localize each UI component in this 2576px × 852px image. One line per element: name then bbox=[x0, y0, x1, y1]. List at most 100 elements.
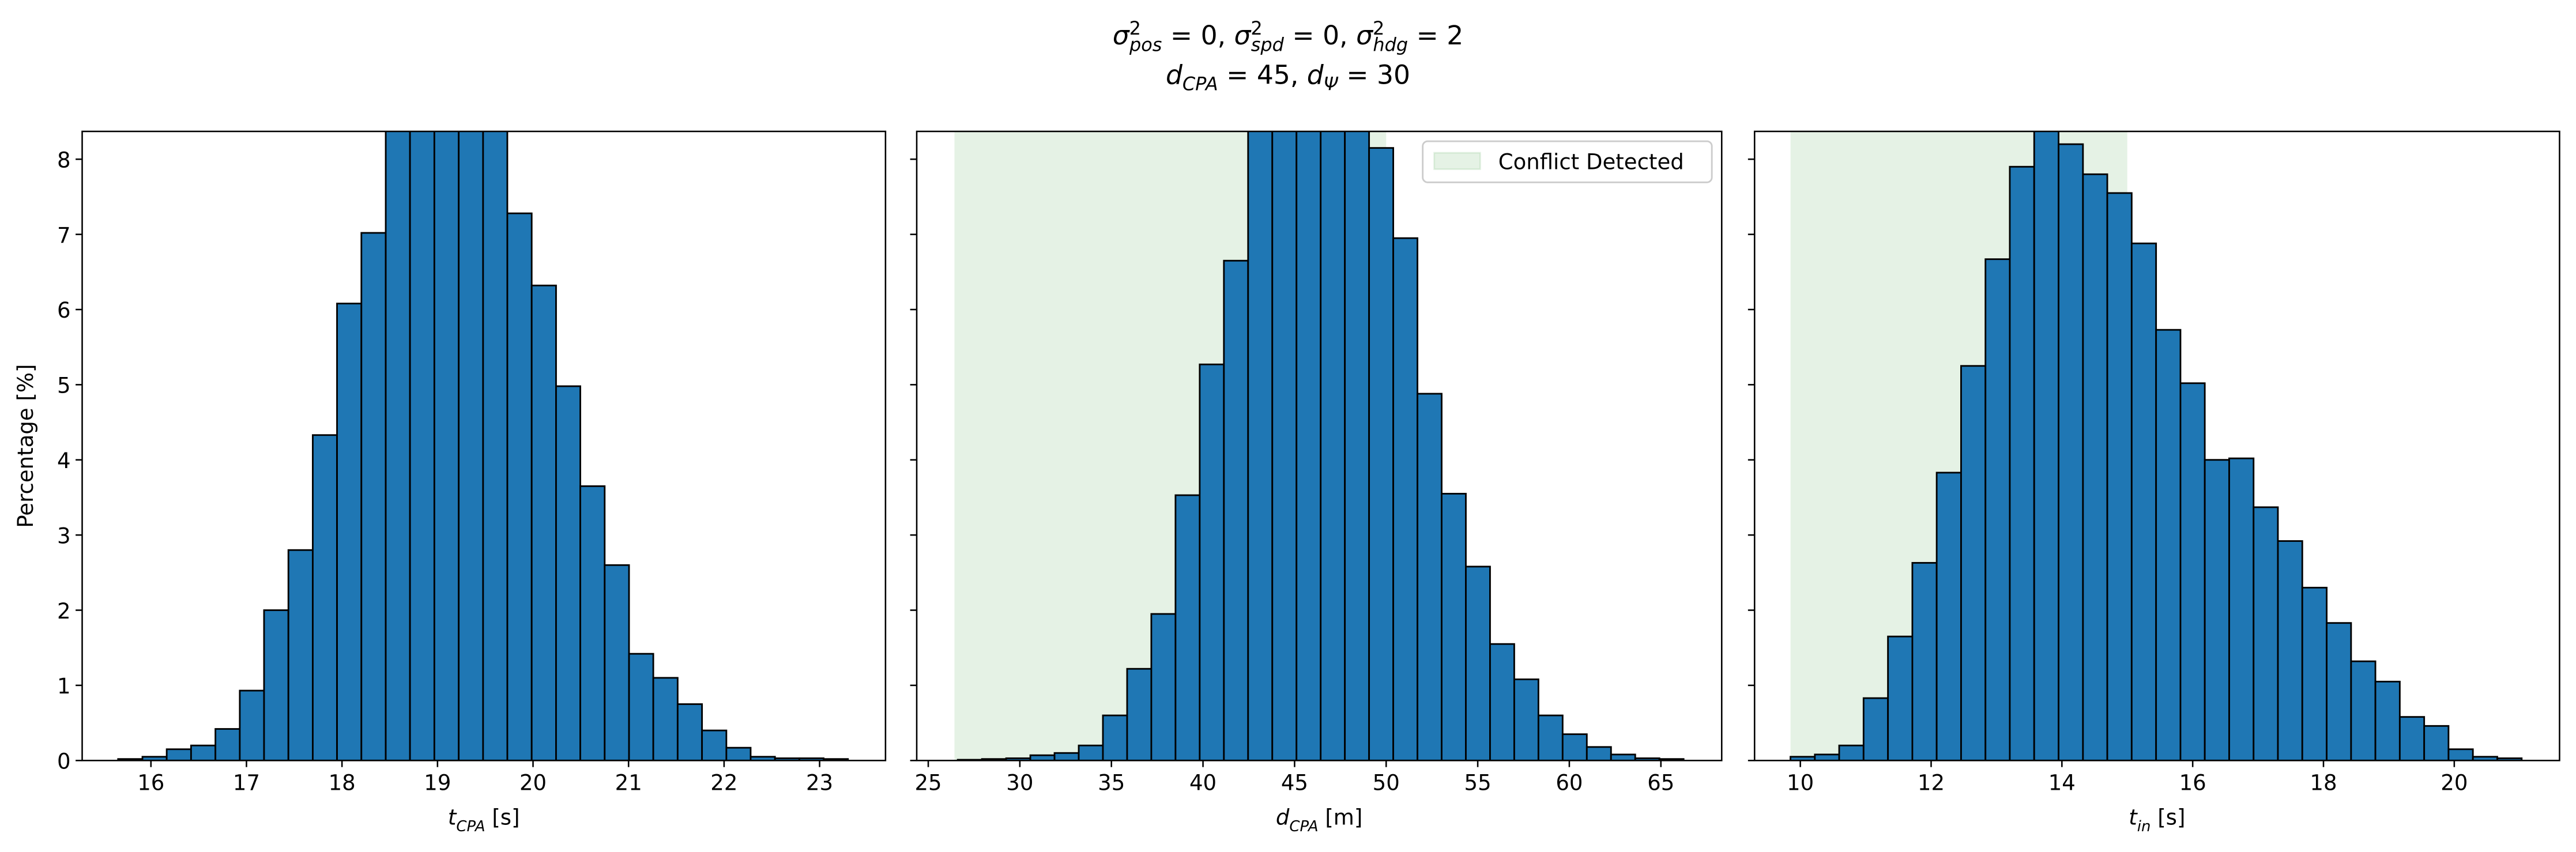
x-tick-label: 65 bbox=[1647, 771, 1674, 796]
x-tick-label: 60 bbox=[1556, 771, 1583, 796]
bar bbox=[2350, 660, 2377, 761]
subscript: Ψ bbox=[1324, 73, 1339, 95]
bar bbox=[1935, 472, 1962, 761]
suptitle-line: dCPA​ = 45, dΨ​ = 30 bbox=[1166, 59, 1410, 95]
bar bbox=[2082, 173, 2108, 761]
x-axis-label: dCPA​ [m] bbox=[1276, 805, 1362, 835]
bar bbox=[2447, 748, 2474, 761]
x-tick-label: 17 bbox=[233, 771, 260, 796]
bar bbox=[2179, 382, 2206, 761]
bar bbox=[2155, 329, 2182, 761]
bar bbox=[701, 729, 728, 761]
x-tick-label: 25 bbox=[914, 771, 941, 796]
bar bbox=[1199, 363, 1225, 761]
superscript: 2 bbox=[1251, 17, 1262, 39]
bar bbox=[1126, 668, 1153, 761]
bar bbox=[676, 703, 703, 761]
bar bbox=[2398, 716, 2426, 761]
bar bbox=[1814, 753, 1840, 761]
bar bbox=[1561, 733, 1588, 761]
bar bbox=[652, 677, 679, 761]
subscript: in bbox=[2137, 818, 2151, 835]
bar bbox=[2253, 506, 2279, 761]
bar bbox=[1513, 678, 1539, 761]
text-segment: = 2 bbox=[1408, 20, 1463, 51]
bar bbox=[506, 212, 533, 761]
bar bbox=[1029, 754, 1056, 761]
bar bbox=[1960, 365, 1987, 761]
x-tick-label: 12 bbox=[1918, 771, 1945, 796]
text-segment: σ bbox=[1113, 20, 1131, 51]
bar bbox=[433, 131, 460, 761]
text-segment: = 0, bbox=[1162, 20, 1234, 51]
bar bbox=[2009, 165, 2035, 761]
x-axis-label: tin​ [s] bbox=[2129, 805, 2185, 835]
text-segment: = 0, bbox=[1284, 20, 1356, 51]
x-tick-label: 21 bbox=[615, 771, 642, 796]
x-tick-label: 16 bbox=[137, 771, 164, 796]
bar bbox=[1344, 131, 1370, 761]
bar bbox=[1368, 147, 1395, 761]
subscript: pos bbox=[1129, 33, 1162, 55]
plot-area bbox=[1790, 131, 2523, 761]
subscript: CPA bbox=[456, 818, 485, 835]
subscript: CPA bbox=[1289, 818, 1318, 835]
bar bbox=[628, 653, 654, 761]
axes-frame bbox=[1753, 130, 2560, 761]
bar bbox=[165, 748, 192, 761]
y-tick-label: 7 bbox=[57, 223, 71, 248]
legend-swatch bbox=[1433, 152, 1481, 170]
text-segment: d bbox=[1276, 805, 1290, 830]
subscript: hdg bbox=[1373, 33, 1408, 55]
x-tick-label: 19 bbox=[424, 771, 451, 796]
y-tick-label: 0 bbox=[57, 749, 71, 774]
bar bbox=[1247, 131, 1274, 761]
bar bbox=[1585, 746, 1612, 761]
legend-label: Conflict Detected bbox=[1498, 149, 1684, 174]
text-segment: = 30 bbox=[1338, 59, 1410, 90]
text-segment: σ bbox=[1356, 20, 1374, 51]
subplot: 10 12 14 16 18 20 tin​ [s] bbox=[1748, 130, 2560, 835]
axes-frame bbox=[916, 130, 1723, 761]
bar bbox=[1465, 566, 1491, 761]
bar bbox=[1887, 635, 1914, 761]
bar bbox=[1441, 492, 1467, 761]
text-segment: [s] bbox=[2151, 805, 2185, 830]
bar bbox=[725, 747, 752, 761]
x-tick-label: 23 bbox=[806, 771, 833, 796]
y-tick-label: 4 bbox=[57, 448, 71, 473]
bar bbox=[2326, 622, 2352, 761]
bar bbox=[1271, 131, 1298, 761]
legend-box bbox=[1422, 140, 1713, 183]
bar bbox=[1102, 714, 1128, 761]
bar bbox=[1078, 744, 1104, 761]
bar bbox=[1053, 752, 1080, 761]
bar bbox=[1838, 744, 1865, 761]
text-segment: = 45, bbox=[1218, 59, 1307, 90]
bar bbox=[214, 728, 241, 761]
bar bbox=[2277, 540, 2303, 761]
bar bbox=[1150, 613, 1177, 761]
x-tick-label: 20 bbox=[2441, 771, 2468, 796]
text-segment: σ bbox=[1234, 20, 1252, 51]
bar bbox=[263, 609, 289, 761]
bar bbox=[1610, 753, 1636, 761]
text-segment: d bbox=[1166, 59, 1183, 90]
x-tick-label: 16 bbox=[2179, 771, 2206, 796]
x-tick-label: 40 bbox=[1189, 771, 1217, 796]
x-tick-label: 14 bbox=[2048, 771, 2076, 796]
plot-area bbox=[954, 131, 1685, 761]
bar bbox=[2106, 192, 2133, 761]
x-tick-label: 50 bbox=[1373, 771, 1400, 796]
bar bbox=[360, 232, 387, 761]
bar bbox=[1489, 643, 1515, 761]
bar bbox=[1911, 561, 1938, 761]
subplot: 25 30 35 40 45 50 55 60 65 dCPA​ [m] Conflict Dete… bbox=[910, 130, 1723, 835]
bar bbox=[1417, 393, 1443, 761]
bar bbox=[239, 689, 265, 761]
superscript: 2 bbox=[1129, 17, 1141, 39]
bar bbox=[555, 385, 581, 761]
y-tick-label: 1 bbox=[57, 674, 71, 699]
bar bbox=[2058, 143, 2084, 761]
